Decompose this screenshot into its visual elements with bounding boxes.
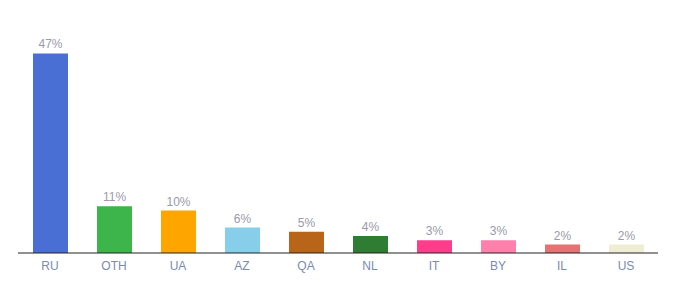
- svg-text:UA: UA: [170, 259, 187, 273]
- svg-text:3%: 3%: [426, 224, 444, 238]
- svg-text:US: US: [618, 259, 635, 273]
- svg-text:2%: 2%: [554, 229, 572, 243]
- svg-text:4%: 4%: [362, 220, 380, 234]
- svg-text:6%: 6%: [234, 212, 252, 226]
- svg-text:5%: 5%: [298, 216, 316, 230]
- svg-text:2%: 2%: [618, 229, 636, 243]
- svg-text:IT: IT: [429, 259, 440, 273]
- svg-text:11%: 11%: [103, 190, 126, 204]
- svg-text:RU: RU: [41, 259, 58, 273]
- svg-text:NL: NL: [362, 259, 378, 273]
- svg-text:BY: BY: [490, 259, 506, 273]
- svg-text:3%: 3%: [490, 224, 508, 238]
- svg-text:10%: 10%: [166, 195, 190, 209]
- svg-text:AZ: AZ: [234, 259, 249, 273]
- svg-text:IL: IL: [557, 259, 567, 273]
- svg-text:QA: QA: [297, 259, 314, 273]
- svg-text:OTH: OTH: [101, 259, 126, 273]
- svg-text:47%: 47%: [38, 37, 62, 51]
